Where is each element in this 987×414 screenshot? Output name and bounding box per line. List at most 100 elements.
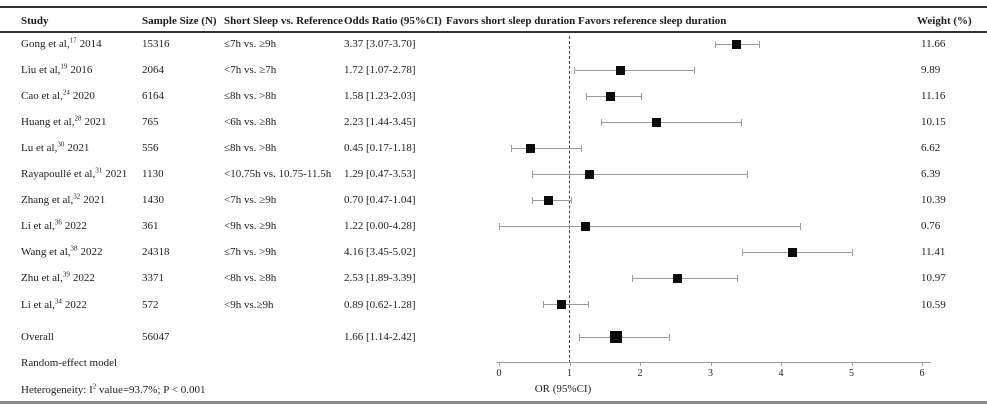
overall-sample-size: 56047	[142, 331, 170, 343]
or-marker	[672, 273, 682, 283]
sample-size-value: 6164	[142, 90, 164, 103]
study-label: Gong et al,17 2014	[21, 36, 102, 52]
study-name: Zhu et al,	[21, 272, 63, 285]
or-marker	[526, 143, 536, 153]
odds-ratio-ci-value: 1.22 [0.00-4.28]	[344, 220, 416, 233]
comparison-value: ≤8h vs. >8h	[224, 90, 277, 103]
sample-size-value: 1130	[142, 168, 164, 181]
ci-bar	[579, 333, 670, 341]
weight-value: 11.16	[921, 90, 946, 103]
axis-tick	[640, 362, 641, 366]
column-header-study: Study	[21, 15, 49, 27]
axis-tick	[781, 362, 782, 366]
study-year: 2022	[72, 272, 95, 285]
axis-tick-label: 4	[778, 368, 784, 379]
comparison-value: ≤7h vs. >9h	[224, 246, 277, 259]
weight-value: 6.62	[921, 142, 941, 155]
column-header-favors-reference: Favors reference sleep duration	[578, 15, 727, 27]
odds-ratio-ci-value: 1.29 [0.47-3.53]	[344, 168, 416, 181]
table-row: Lu et al,30 2021 556 ≤8h vs. >8h 0.45 [0.…	[0, 140, 987, 156]
study-name: Liu et al,	[21, 64, 61, 77]
table-row: Li et al,34 2022 572 <9h vs.≥9h 0.89 [0.6…	[0, 297, 987, 313]
table-row: Gong et al,17 2014 15316 ≤7h vs. ≥9h 3.37…	[0, 36, 987, 52]
odds-ratio-ci-value: 3.37 [3.07-3.70]	[344, 38, 416, 50]
study-year: 2016	[70, 64, 93, 77]
sample-size-value: 1430	[142, 194, 164, 207]
reference-superscript: 30	[57, 140, 65, 149]
axis-tick-label: 1	[567, 368, 572, 379]
study-year: 2022	[64, 220, 87, 233]
study-name: Lu et al,	[21, 142, 58, 155]
study-name: Li et al,	[21, 298, 55, 311]
sample-size-value: 3371	[142, 272, 164, 285]
sample-size-value: 572	[142, 298, 159, 311]
comparison-value: <7h vs. ≥9h	[224, 194, 277, 207]
axis-tick	[710, 362, 712, 366]
comparison-value: <9h vs.≥9h	[224, 298, 274, 311]
ci-bar	[632, 274, 738, 282]
study-label: Zhu et al,39 2022	[21, 270, 95, 286]
study-name: Wang et al,	[21, 246, 71, 259]
study-label: Huang et al,28 2021	[21, 114, 106, 130]
odds-ratio-ci-value: 0.89 [0.62-1.28]	[344, 298, 416, 311]
heterogeneity-rest: value=93.7%; P < 0.001	[96, 384, 206, 396]
column-header-odds-ratio: Odds Ratio (95%CI)	[344, 15, 442, 27]
study-year: 2022	[80, 246, 103, 259]
odds-ratio-ci-value: 2.23 [1.44-3.45]	[344, 116, 416, 129]
comparison-value: <8h vs. ≥8h	[224, 272, 277, 285]
reference-superscript: 28	[74, 114, 82, 123]
reference-superscript: 24	[62, 88, 70, 97]
or-marker	[585, 169, 595, 179]
axis-tick-label: 3	[708, 368, 713, 379]
odds-ratio-ci-value: 2.53 [1.89-3.39]	[344, 272, 416, 285]
weight-value: 10.39	[921, 194, 946, 207]
axis-tick	[922, 362, 923, 366]
weight-value: 9.89	[921, 64, 941, 77]
or-marker	[651, 117, 661, 127]
reference-superscript: 31	[95, 166, 103, 175]
heterogeneity-note: Heterogeneity: I2 value=93.7%; P < 0.001	[21, 382, 205, 398]
axis-tick	[499, 362, 500, 366]
study-label: Rayapoullé et al,31 2021	[21, 166, 127, 182]
study-label: Li et al,36 2022	[21, 218, 87, 234]
or-marker	[605, 91, 615, 101]
comparison-value: ≤8h vs. >8h	[224, 142, 277, 155]
or-marker	[732, 39, 742, 49]
axis-tick-label: 5	[849, 368, 854, 379]
odds-ratio-ci-value: 4.16 [3.45-5.02]	[344, 246, 416, 259]
odds-ratio-ci-value: 0.45 [0.17-1.18]	[344, 142, 416, 155]
sample-size-value: 361	[142, 220, 159, 233]
ci-bar	[574, 66, 695, 74]
study-label: Zhang et al,32 2021	[21, 192, 105, 208]
column-header-comparison: Short Sleep vs. Reference	[224, 15, 343, 27]
odds-ratio-ci-value: 0.70 [0.47-1.04]	[344, 194, 416, 207]
overall-odds-ratio-ci: 1.66 [1.14-2.42]	[344, 331, 416, 343]
table-row: Cao et al,24 2020 6164 ≤8h vs. >8h 1.58 […	[0, 88, 987, 104]
axis-tick	[569, 362, 571, 366]
reference-superscript: 36	[54, 218, 62, 227]
bottom-rule	[0, 401, 987, 404]
weight-value: 10.97	[921, 272, 946, 285]
ci-bar	[742, 248, 853, 256]
study-label: Wang et al,38 2022	[21, 244, 103, 260]
axis-tick-label: 0	[496, 368, 502, 379]
study-name: Gong et al,	[21, 38, 70, 50]
weight-value: 11.41	[921, 246, 946, 259]
weight-value: 10.59	[921, 298, 946, 311]
sample-size-value: 15316	[142, 38, 170, 50]
heterogeneity-prefix: Heterogeneity: I	[21, 384, 93, 396]
comparison-value: ≤7h vs. ≥9h	[224, 38, 277, 50]
reference-superscript: 17	[69, 36, 77, 45]
reference-superscript: 34	[54, 296, 62, 305]
table-row: Liu et al,19 2016 2064 <7h vs. ≥7h 1.72 […	[0, 62, 987, 78]
odds-ratio-ci-value: 1.72 [1.07-2.78]	[344, 64, 416, 77]
study-label: Li et al,34 2022	[21, 297, 87, 313]
x-axis-line	[497, 362, 931, 363]
comparison-value: <6h vs. ≥8h	[224, 116, 277, 129]
column-header-weight: Weight (%)	[917, 15, 972, 27]
study-label: Cao et al,24 2020	[21, 88, 95, 104]
heterogeneity-superscript: 2	[92, 382, 97, 391]
or-marker	[557, 300, 567, 309]
sample-size-value: 2064	[142, 64, 164, 77]
